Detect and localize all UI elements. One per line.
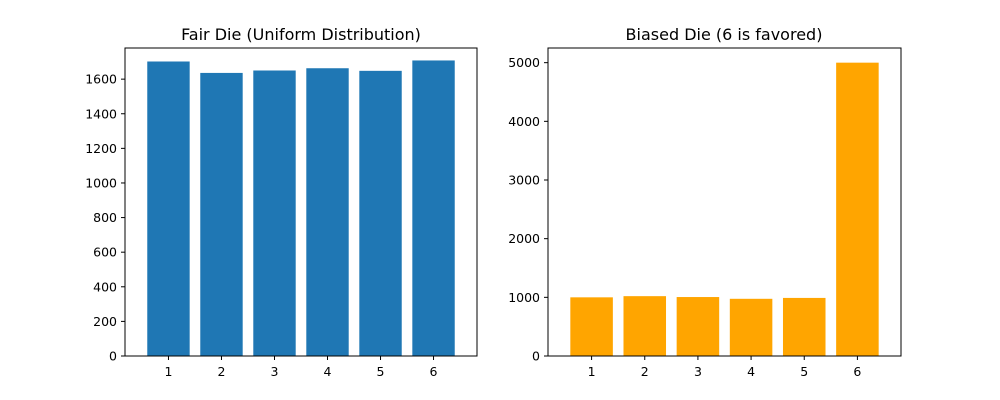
fair-die-x-axis: 1 2 3 4 5 6 [164, 356, 438, 379]
biased-die-bar-2 [623, 296, 667, 356]
biased-die-chart: Biased Die (6 is favored) 0 1000 2000 3000 4… [508, 25, 902, 379]
y-tick-label: 1000 [85, 175, 117, 190]
y-tick-label: 1600 [85, 72, 117, 87]
x-tick-label: 5 [377, 364, 385, 379]
biased-die-bar-5 [782, 297, 826, 356]
x-tick-label: 4 [324, 364, 332, 379]
y-tick-label: 200 [93, 314, 117, 329]
chart-title: Fair Die (Uniform Distribution) [181, 25, 421, 44]
plot-frame [547, 47, 902, 357]
biased-die-bar-6 [836, 62, 879, 357]
chart-title: Biased Die (6 is favored) [626, 25, 823, 44]
biased-die-bar-1 [570, 297, 613, 356]
x-tick-label: 2 [641, 364, 649, 379]
x-tick-label: 2 [218, 364, 226, 379]
fair-die-bar-1 [147, 61, 190, 356]
x-tick-label: 6 [853, 364, 861, 379]
y-tick-label: 1400 [85, 106, 117, 121]
biased-die-y-axis: 0 1000 2000 3000 4000 5000 [508, 55, 548, 364]
fair-die-bar-4 [306, 68, 349, 357]
y-tick-label: 5000 [508, 55, 540, 70]
fair-die-chart: Fair Die (Uniform Distribution) 0 200 400 6… [85, 25, 478, 379]
x-tick-label: 5 [800, 364, 808, 379]
y-tick-label: 0 [109, 349, 117, 364]
fair-die-bar-3 [253, 70, 296, 356]
biased-die-x-axis: 1 2 3 4 5 6 [588, 356, 861, 379]
x-tick-label: 1 [588, 364, 596, 379]
fair-die-bar-6 [412, 60, 455, 356]
y-tick-label: 0 [532, 349, 540, 364]
y-tick-label: 600 [93, 245, 117, 260]
biased-die-bar-3 [676, 297, 720, 356]
x-tick-label: 3 [694, 364, 702, 379]
y-tick-label: 1200 [85, 141, 117, 156]
x-tick-label: 6 [430, 364, 438, 379]
y-tick-label: 800 [93, 210, 117, 225]
y-tick-label: 3000 [508, 173, 540, 188]
biased-die-bars [570, 62, 879, 357]
y-tick-label: 2000 [508, 231, 540, 246]
fair-die-bars [147, 60, 455, 357]
fair-die-bar-5 [359, 70, 402, 356]
x-tick-label: 3 [271, 364, 279, 379]
y-tick-label: 4000 [508, 114, 540, 129]
y-tick-label: 400 [93, 279, 117, 294]
plot-frame [124, 47, 478, 357]
x-tick-label: 4 [747, 364, 755, 379]
fair-die-y-axis: 0 200 400 600 800 1000 1200 1400 1600 [85, 72, 125, 364]
fair-die-bar-2 [200, 72, 243, 356]
biased-die-bar-4 [729, 298, 773, 356]
y-tick-label: 1000 [508, 290, 540, 305]
x-tick-label: 1 [164, 364, 172, 379]
